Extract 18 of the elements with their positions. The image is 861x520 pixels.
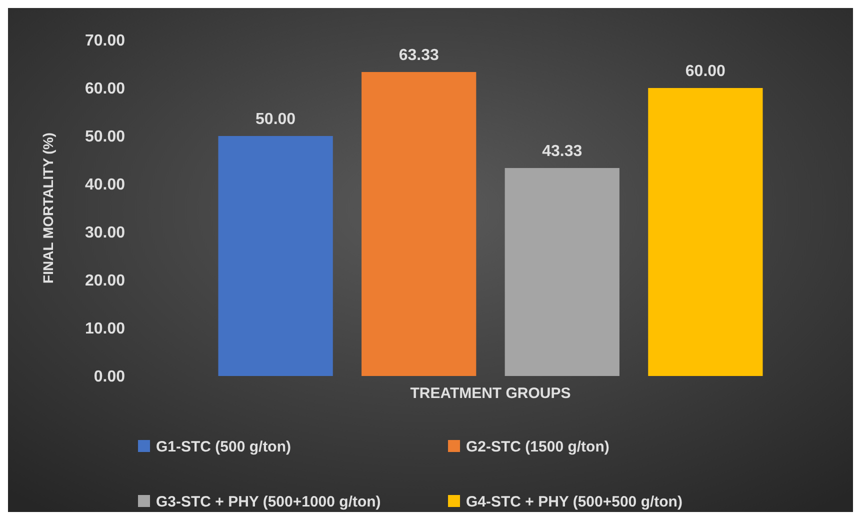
data-label: 43.33 <box>542 143 582 160</box>
y-tick-label: 40.00 <box>84 176 126 194</box>
x-axis-title: TREATMENT GROUPS <box>410 385 571 402</box>
y-axis-title: FINAL MORTALITY (%) <box>40 132 56 284</box>
y-tick-label: 0.00 <box>94 368 126 386</box>
y-tick-label: 70.00 <box>84 32 126 50</box>
y-tick-label: 50.00 <box>84 128 126 146</box>
legend-label: G3-STC + PHY (500+1000 g/ton) <box>156 493 381 510</box>
y-tick-label: 30.00 <box>84 224 126 242</box>
legend-label: G4-STC + PHY (500+500 g/ton) <box>466 493 682 510</box>
data-label: 60.00 <box>685 63 726 80</box>
y-tick-label: 20.00 <box>84 272 126 290</box>
data-label: 63.33 <box>398 47 439 64</box>
legend-label: G2-STC (1500 g/ton) <box>466 438 610 456</box>
data-label: 50.00 <box>256 111 296 128</box>
y-tick-label: 10.00 <box>84 320 126 338</box>
legend-label: G1-STC (500 g/ton) <box>156 438 292 456</box>
y-tick-label: 60.00 <box>84 80 126 98</box>
